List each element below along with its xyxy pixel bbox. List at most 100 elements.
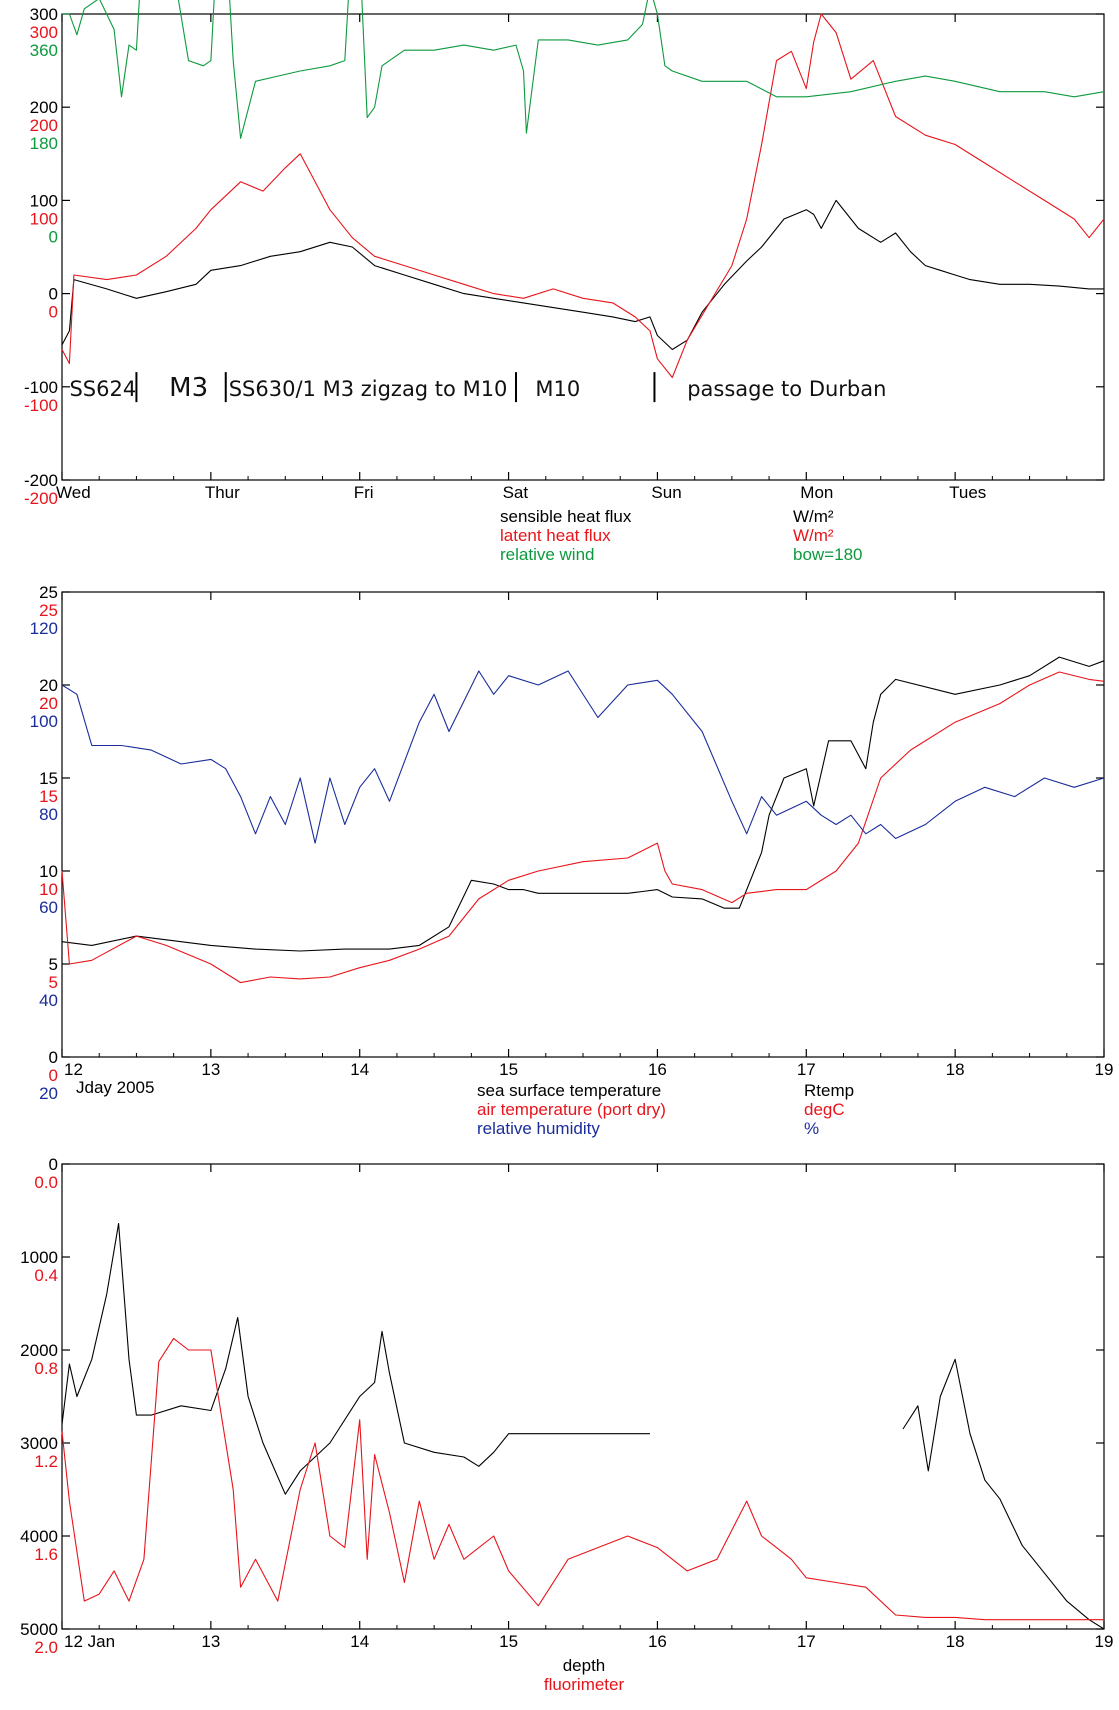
x-tick-label: 17 (797, 1060, 816, 1079)
y-tick-label-black: 2000 (20, 1341, 58, 1360)
x-tick-label: Wed (56, 483, 91, 502)
y-tick-label-blue: 60 (39, 898, 58, 917)
segment-annotation: M3 (169, 373, 208, 403)
legend-unit-black: Rtemp (804, 1081, 854, 1100)
y-tick-label-black: 300 (30, 5, 58, 24)
legend-label-black: depth (563, 1656, 606, 1675)
legend-label-green: relative wind (500, 545, 595, 564)
x-tick-label: 12 (64, 1060, 83, 1079)
series-line-blue (61, 670, 1105, 844)
series-line-black-2 (902, 1358, 1105, 1630)
y-tick-label-blue: 20 (39, 1084, 58, 1103)
x-tick-label: 14 (350, 1632, 369, 1651)
x-tick-label: 15 (499, 1060, 518, 1079)
series-line-green (62, 0, 1105, 139)
y-tick-label-black: 25 (39, 583, 58, 602)
y-tick-label-green: 180 (30, 134, 58, 153)
y-tick-label-green: 360 (30, 41, 58, 60)
y-tick-label-red: 5 (49, 973, 58, 992)
series-line-black (61, 656, 1105, 952)
y-tick-label-black: 5000 (20, 1620, 58, 1639)
chart-panel-1: Wed Thur Fri Sat Sun Mon Tues -200-200 -100-100 0… (24, 0, 1105, 564)
legend-label-red: air temperature (port dry) (477, 1100, 666, 1119)
y-tick-label-red: 0 (49, 303, 58, 322)
series-line-red (61, 1337, 1104, 1621)
y-tick-label-black: 4000 (20, 1527, 58, 1546)
x-tick-label: 19 (1095, 1060, 1114, 1079)
legend-label-red: fluorimeter (544, 1675, 625, 1694)
legend-label-black: sea surface temperature (477, 1081, 661, 1100)
y-tick-label-blue: 120 (30, 619, 58, 638)
series-line-red (61, 13, 1105, 379)
segment-annotation: M10 (535, 377, 580, 401)
segment-annotation: SS624 (69, 377, 136, 401)
x-tick-label: 17 (797, 1632, 816, 1651)
y-tick-label-red: 0.4 (34, 1266, 58, 1285)
x-tick-label: Sun (651, 483, 681, 502)
x-tick-label: Sat (503, 483, 529, 502)
y-tick-label-red: 300 (30, 23, 58, 42)
y-tick-label-black: 3000 (20, 1434, 58, 1453)
x-tick-label: 18 (946, 1632, 965, 1651)
plot-frame (61, 13, 1105, 481)
y-tick-label-blue: 80 (39, 805, 58, 824)
x-tick-label: 16 (648, 1632, 667, 1651)
legend-unit-black: W/m² (793, 507, 834, 526)
y-tick-label-black: 15 (39, 769, 58, 788)
legend-unit-red: W/m² (793, 526, 834, 545)
y-tick-label-blue: 40 (39, 991, 58, 1010)
legend-unit-green: bow=180 (793, 545, 862, 564)
x-tick-label: 13 (201, 1632, 220, 1651)
y-tick-label-red: 0.0 (34, 1173, 58, 1192)
legend-unit-red: degC (804, 1100, 845, 1119)
chart-panel-2: 12 13 14 15 16 17 18 19002055401010601515802020… (30, 583, 1114, 1138)
y-tick-label-black: 0 (49, 1048, 58, 1067)
legend-label-red: latent heat flux (500, 526, 611, 545)
y-tick-label-black: 5 (49, 955, 58, 974)
y-tick-label-black: 0 (49, 1155, 58, 1174)
segment-annotation: SS630/1 M3 zigzag to M10 (229, 377, 508, 401)
y-tick-label-red: -200 (24, 489, 58, 508)
y-tick-label-black: 0 (49, 285, 58, 304)
segment-annotation: passage to Durban (687, 377, 886, 401)
y-tick-label-black: -100 (24, 378, 58, 397)
legend-label-black: sensible heat flux (500, 507, 632, 526)
x-tick-label: 14 (350, 1060, 369, 1079)
y-tick-label-black: -200 (24, 471, 58, 490)
series-line-black (61, 199, 1104, 351)
x-tick-label: 15 (499, 1632, 518, 1651)
y-tick-label-blue: 100 (30, 712, 58, 731)
x-tick-label: Tues (949, 483, 986, 502)
y-tick-label-red: 20 (39, 694, 58, 713)
plot-frame (61, 591, 1105, 1058)
y-tick-label-red: 2.0 (34, 1638, 58, 1657)
y-tick-label-red: 25 (39, 601, 58, 620)
y-tick-label-red: -100 (24, 396, 58, 415)
x-tick-label: 12 Jan (64, 1632, 115, 1651)
y-tick-label-black: 20 (39, 676, 58, 695)
y-tick-label-red: 100 (30, 209, 58, 228)
x-tick-label: Mon (800, 483, 833, 502)
x-tick-label: Fri (354, 483, 374, 502)
legend-unit-blue: % (804, 1119, 819, 1138)
y-tick-label-black: 10 (39, 862, 58, 881)
series-line-black-1 (61, 1222, 650, 1495)
y-tick-label-red: 1.6 (34, 1545, 58, 1564)
x-tick-label: 16 (648, 1060, 667, 1079)
y-tick-label-black: 1000 (20, 1248, 58, 1267)
y-tick-label-red: 0 (49, 1066, 58, 1085)
y-tick-label-red: 10 (39, 880, 58, 899)
legend-label-blue: relative humidity (477, 1119, 600, 1138)
x-tick-label: Thur (205, 483, 240, 502)
x-tick-label: 19 (1095, 1632, 1114, 1651)
y-tick-label-red: 15 (39, 787, 58, 806)
y-tick-label-red: 1.2 (34, 1452, 58, 1471)
x-axis-label: Jday 2005 (76, 1078, 154, 1097)
x-tick-label: 13 (201, 1060, 220, 1079)
y-tick-label-black: 100 (30, 191, 58, 210)
y-tick-label-red: 0.8 (34, 1359, 58, 1378)
y-tick-label-black: 200 (30, 98, 58, 117)
y-tick-label-green: 0 (49, 227, 58, 246)
